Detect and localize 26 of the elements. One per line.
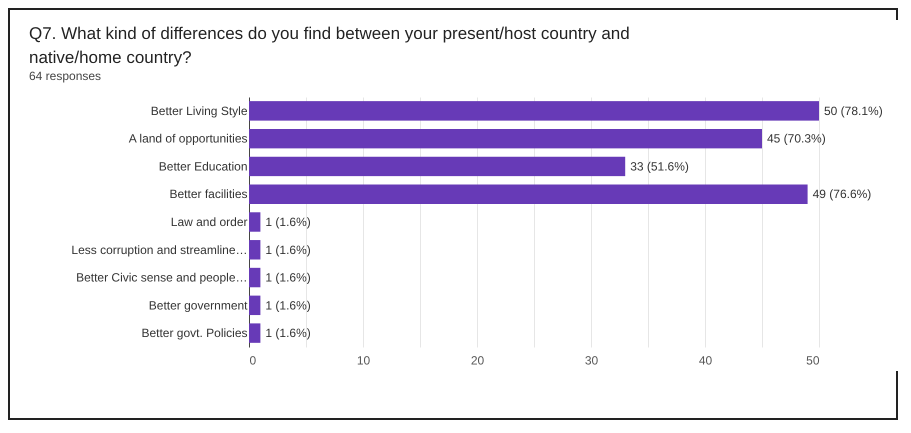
y-tick-label: Less corruption and streamline… bbox=[71, 242, 248, 257]
data-label: 33 (51.6%) bbox=[630, 159, 689, 174]
y-tick-label: Better Living Style bbox=[150, 104, 248, 118]
y-tick-label: A land of opportunities bbox=[128, 132, 248, 146]
y-tick-label: Better Education bbox=[158, 159, 248, 174]
y-tick-label: Better govt. Policies bbox=[141, 326, 248, 340]
x-tick-label: 0 bbox=[250, 354, 256, 368]
data-label: 1 (1.6%) bbox=[265, 298, 311, 312]
data-label: 49 (76.6%) bbox=[812, 187, 872, 202]
y-tick-label: Better facilities bbox=[169, 187, 248, 202]
x-tick-label: 40 bbox=[698, 354, 712, 368]
chart-title: Q7. What kind of differences do you find between your present/host country and native/home country? bbox=[29, 24, 630, 67]
x-tick-label: 10 bbox=[356, 354, 370, 368]
data-label: 1 (1.6%) bbox=[265, 270, 311, 285]
x-tick-label: 50 bbox=[806, 354, 820, 368]
text: 64 responses bbox=[29, 69, 102, 83]
data-label: 1 (1.6%) bbox=[265, 215, 311, 229]
data-label: 1 (1.6%) bbox=[265, 326, 311, 340]
data-label: 50 (78.1%) bbox=[824, 104, 883, 118]
y-tick-label: Better government bbox=[148, 298, 248, 312]
y-tick-label: Better Civic sense and people… bbox=[76, 270, 248, 285]
y-tick-label: Law and order bbox=[170, 215, 248, 229]
data-label: 1 (1.6%) bbox=[265, 242, 311, 257]
data-label: 45 (70.3%) bbox=[767, 132, 826, 146]
x-tick-label: 30 bbox=[584, 354, 598, 368]
x-tick-label: 20 bbox=[470, 354, 484, 368]
